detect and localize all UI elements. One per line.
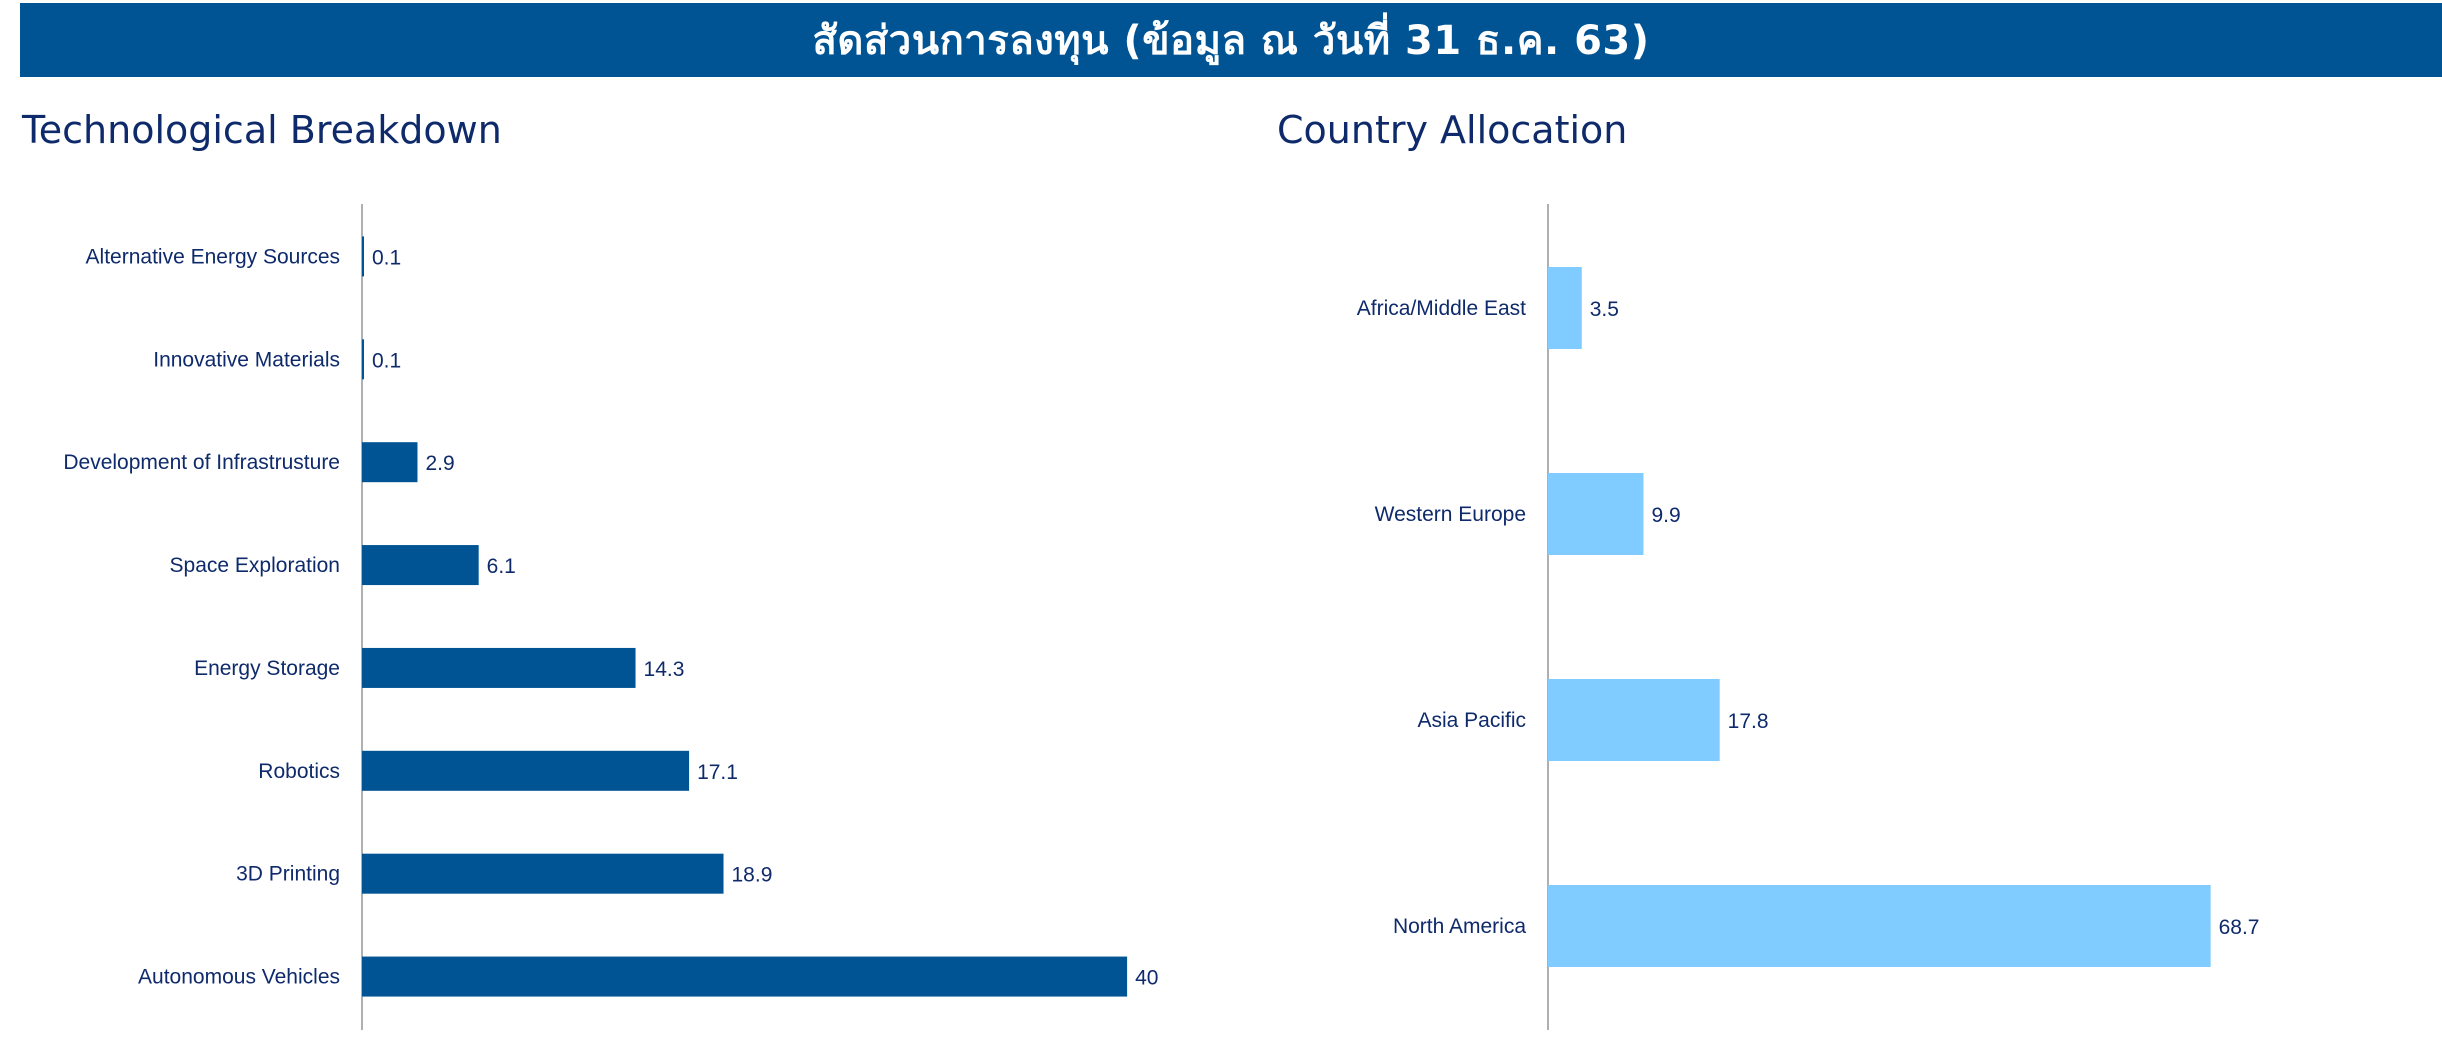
country-bar-africa-middle-east: [1548, 267, 1582, 349]
tech-category-label: Innovative Materials: [153, 348, 340, 371]
tech-chart-title: Technological Breakdown: [22, 108, 502, 152]
tech-bar-space-exploration: [362, 545, 479, 586]
tech-category-label: Development of Infrastrusture: [63, 451, 340, 474]
tech-category-label: Alternative Energy Sources: [86, 245, 340, 268]
tech-value-label: 17.1: [697, 761, 738, 784]
technological-breakdown-chart: Alternative Energy Sources 0.1 Innovative …: [63, 204, 1158, 1030]
tech-bar-3d-printing: [362, 853, 724, 894]
tech-value-label: 2.9: [425, 452, 454, 475]
country-bar-north-america: [1548, 885, 2211, 967]
header-banner: สัดส่วนการลงทุน (ข้อมูล ณ วันที่ 31 ธ.ค.…: [20, 3, 2442, 77]
tech-bar-innovative-materials: [362, 339, 364, 380]
tech-value-label: 0.1: [372, 246, 401, 269]
tech-bar-robotics: [362, 750, 690, 791]
country-category-label: Africa/Middle East: [1357, 297, 1526, 320]
tech-value-label: 0.1: [372, 349, 401, 372]
tech-bar-alternative-energy-sources: [362, 236, 364, 277]
tech-category-label: Space Exploration: [170, 554, 340, 577]
country-value-label: 17.8: [1728, 710, 1769, 733]
tech-category-label: 3D Printing: [236, 863, 340, 886]
banner-title: สัดส่วนการลงทุน (ข้อมูล ณ วันที่ 31 ธ.ค.…: [812, 18, 1650, 64]
tech-bar-energy-storage: [362, 647, 636, 688]
tech-value-label: 18.9: [732, 864, 773, 887]
tech-value-label: 14.3: [644, 658, 685, 681]
tech-category-label: Robotics: [258, 760, 340, 783]
country-value-label: 9.9: [1651, 504, 1680, 527]
country-category-label: Asia Pacific: [1417, 709, 1526, 732]
country-category-label: Western Europe: [1375, 503, 1526, 526]
tech-bar-autonomous-vehicles: [362, 956, 1128, 997]
country-chart-title: Country Allocation: [1277, 108, 1628, 152]
tech-category-label: Energy Storage: [194, 657, 340, 680]
tech-category-label: Autonomous Vehicles: [138, 966, 340, 989]
country-value-label: 3.5: [1590, 298, 1619, 321]
tech-value-label: 6.1: [487, 555, 516, 578]
country-bar-asia-pacific: [1548, 679, 1720, 761]
country-category-label: North America: [1393, 915, 1526, 938]
country-bar-western-europe: [1548, 473, 1644, 555]
tech-value-label: 40: [1135, 967, 1158, 990]
tech-bar-development-of-infrastrusture: [362, 442, 418, 483]
country-value-label: 68.7: [2219, 916, 2260, 939]
